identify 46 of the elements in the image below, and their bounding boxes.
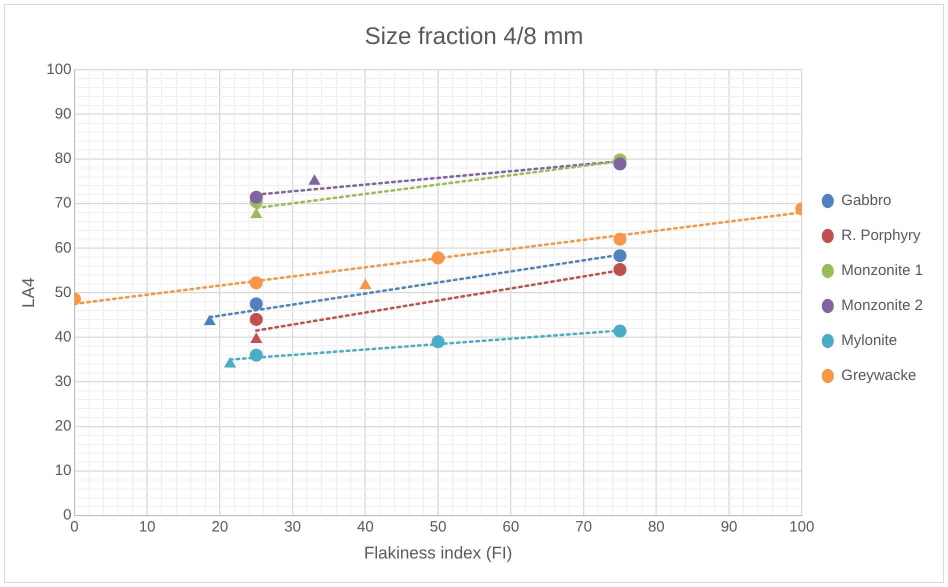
point <box>250 312 263 326</box>
x-tick-label: 20 <box>212 518 228 536</box>
y-tick-label: 40 <box>54 328 72 346</box>
legend-label: Mylonite <box>841 332 898 350</box>
x-tick-label: 40 <box>357 518 374 536</box>
legend-label: Monzonite 2 <box>841 297 923 314</box>
point <box>204 314 216 326</box>
y-tick-label: 10 <box>54 462 72 480</box>
point <box>250 297 263 310</box>
x-tick-label: 30 <box>284 518 301 536</box>
x-tick-label: 100 <box>789 518 814 536</box>
point <box>613 324 626 338</box>
y-tick-label: 90 <box>54 106 72 123</box>
point <box>613 157 626 170</box>
legend-label: Greywacke <box>841 367 916 384</box>
point <box>613 249 626 262</box>
x-tick-label: 50 <box>430 518 446 536</box>
point <box>613 232 626 246</box>
y-tick-label: 0 <box>63 506 72 524</box>
legend-label: Gabbro <box>841 192 892 210</box>
y-tick-label: 100 <box>46 60 72 78</box>
y-tick-label: 50 <box>54 284 72 301</box>
point <box>250 190 263 204</box>
y-axis-title: LA4 <box>18 278 38 308</box>
x-tick-label: 70 <box>575 518 592 536</box>
point <box>432 251 445 264</box>
y-tick-label: 30 <box>54 373 72 390</box>
chart-title: Size fraction 4/8 mm <box>364 23 584 50</box>
legend-label: Monzonite 1 <box>841 262 923 280</box>
point <box>250 348 263 362</box>
point <box>250 332 262 344</box>
point <box>224 357 236 368</box>
y-tick-label: 70 <box>54 194 72 212</box>
point <box>250 276 263 290</box>
y-tick-label: 80 <box>54 150 72 168</box>
point <box>432 335 445 348</box>
y-tick-label: 20 <box>54 418 72 435</box>
x-tick-label: 90 <box>720 518 738 536</box>
x-tick-label: 60 <box>502 518 520 536</box>
y-tick-label: 60 <box>54 239 72 256</box>
point <box>359 278 372 290</box>
legend-label: R. Porphyry <box>841 227 921 244</box>
x-axis-title: Flakiness index (FI) <box>364 543 512 562</box>
x-tick-label: 10 <box>138 518 156 536</box>
x-tick-label: 80 <box>648 518 665 536</box>
point <box>613 263 626 276</box>
